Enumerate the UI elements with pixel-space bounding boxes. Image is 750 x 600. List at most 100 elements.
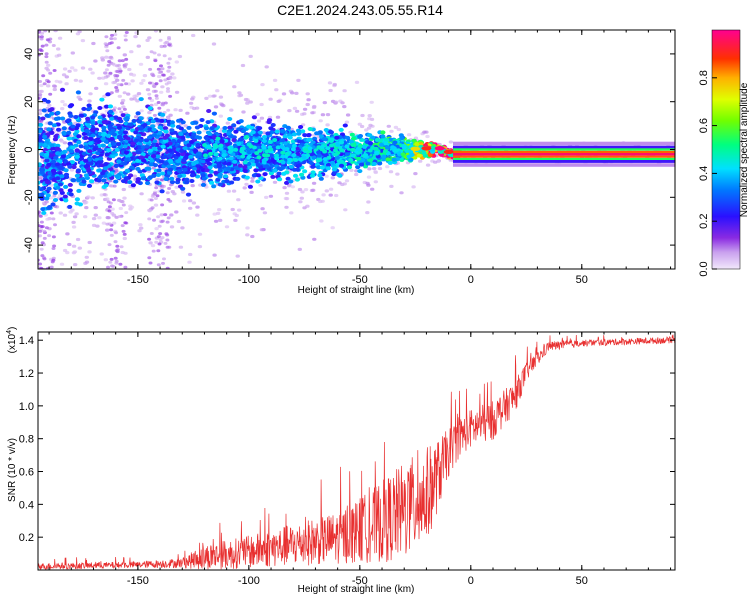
heatmap-cell xyxy=(167,148,173,153)
heatmap-cell xyxy=(152,85,157,89)
heatmap-cell xyxy=(67,242,72,247)
heatmap-cell xyxy=(340,101,345,105)
heatmap-cell xyxy=(178,131,184,136)
heatmap-cell xyxy=(97,115,103,120)
heatmap-cell xyxy=(106,148,112,153)
heatmap-cell xyxy=(57,53,62,57)
heatmap-cell xyxy=(181,129,187,134)
heatmap-cell xyxy=(67,188,73,193)
heatmap-cell xyxy=(155,154,161,159)
heatmap-cell xyxy=(229,108,234,112)
heatmap-cell xyxy=(109,37,114,41)
heatmap-cell xyxy=(85,272,89,275)
heatmap-cell xyxy=(63,198,69,203)
heatmap-cell xyxy=(111,198,116,202)
heatmap-cell xyxy=(147,256,152,260)
heatmap-cell xyxy=(149,98,155,103)
heatmap-cell xyxy=(302,107,308,111)
heatmap-cell xyxy=(268,147,274,152)
heatmap-cell xyxy=(163,129,169,134)
heatmap-cell xyxy=(135,99,140,103)
heatmap-cell xyxy=(300,190,305,194)
heatmap-cell xyxy=(291,153,297,158)
heatmap-cell xyxy=(348,139,355,144)
heatmap-cell xyxy=(38,162,42,167)
heatmap-cell xyxy=(369,100,374,104)
heatmap-cell xyxy=(250,234,255,239)
heatmap-cell xyxy=(179,148,185,153)
heatmap-cell xyxy=(110,128,116,133)
heatmap-cell xyxy=(33,180,37,183)
heatmap-cell xyxy=(44,43,49,47)
heatmap-cell xyxy=(94,299,98,302)
heatmap-cell xyxy=(389,129,394,133)
heatmap-cell xyxy=(169,225,175,229)
heatmap-cell xyxy=(266,159,272,164)
heatmap-cell xyxy=(166,164,172,169)
heatmap-cell xyxy=(148,67,153,71)
heatmap-cell xyxy=(329,160,335,165)
heatmap-cell xyxy=(39,266,43,269)
heatmap-cell xyxy=(197,232,203,236)
heatmap-cell xyxy=(38,262,43,266)
heatmap-cell xyxy=(331,167,337,172)
heatmap-cell xyxy=(433,160,438,164)
heatmap-cell xyxy=(152,139,158,144)
heatmap-cell xyxy=(79,160,85,165)
heatmap-cell xyxy=(350,143,356,147)
heatmap-cell xyxy=(87,141,94,146)
heatmap-cell xyxy=(325,162,332,167)
heatmap-cell xyxy=(255,145,261,150)
heatmap-cell xyxy=(167,37,172,41)
heatmap-cell xyxy=(131,73,137,77)
heatmap-cell xyxy=(47,103,52,107)
heatmap-cell xyxy=(121,105,126,109)
heatmap-cell xyxy=(58,80,63,84)
heatmap-cell xyxy=(355,147,361,152)
heatmap-cell xyxy=(42,82,47,86)
heatmap-cell xyxy=(211,111,217,116)
heatmap-cell xyxy=(38,185,41,190)
heatmap-cell xyxy=(42,101,47,105)
heatmap-cell xyxy=(211,94,216,98)
heatmap-cell xyxy=(438,152,444,157)
heatmap-cell xyxy=(280,165,286,170)
heatmap-cell xyxy=(195,174,201,179)
heatmap-cell xyxy=(404,149,410,153)
heatmap-cell xyxy=(49,107,55,112)
heatmap-cell xyxy=(322,101,327,105)
heatmap-cell xyxy=(242,160,248,165)
heatmap-cell xyxy=(297,247,302,251)
heatmap-cell xyxy=(184,177,190,182)
heatmap-cell xyxy=(51,217,56,221)
heatmap-band xyxy=(453,153,675,156)
heatmap-cell xyxy=(116,125,123,130)
heatmap-cell xyxy=(70,145,76,150)
heatmap-cell xyxy=(229,180,235,185)
heatmap-cell xyxy=(124,168,130,173)
heatmap-cell xyxy=(78,11,82,14)
heatmap-cell xyxy=(191,201,197,205)
heatmap-cell xyxy=(193,148,199,153)
heatmap-cell xyxy=(141,176,147,181)
heatmap-cell xyxy=(44,196,50,201)
heatmap-cell xyxy=(175,177,181,182)
heatmap-cell xyxy=(124,57,129,61)
heatmap-cell xyxy=(191,132,197,137)
heatmap-cell xyxy=(121,187,127,192)
heatmap-cell xyxy=(65,17,69,20)
heatmap-cell xyxy=(69,160,75,165)
heatmap-cell xyxy=(122,91,127,95)
heatmap-cell xyxy=(189,173,196,178)
heatmap-cell xyxy=(120,113,126,118)
heatmap-cell xyxy=(150,194,155,198)
heatmap-cell xyxy=(388,170,394,174)
heatmap-cell xyxy=(296,78,301,82)
heatmap-cell xyxy=(167,57,172,61)
heatmap-cell xyxy=(60,278,64,281)
heatmap-cell xyxy=(81,131,87,136)
heatmap-cell xyxy=(373,180,378,184)
heatmap-cell xyxy=(130,79,135,83)
heatmap-cell xyxy=(163,161,169,166)
